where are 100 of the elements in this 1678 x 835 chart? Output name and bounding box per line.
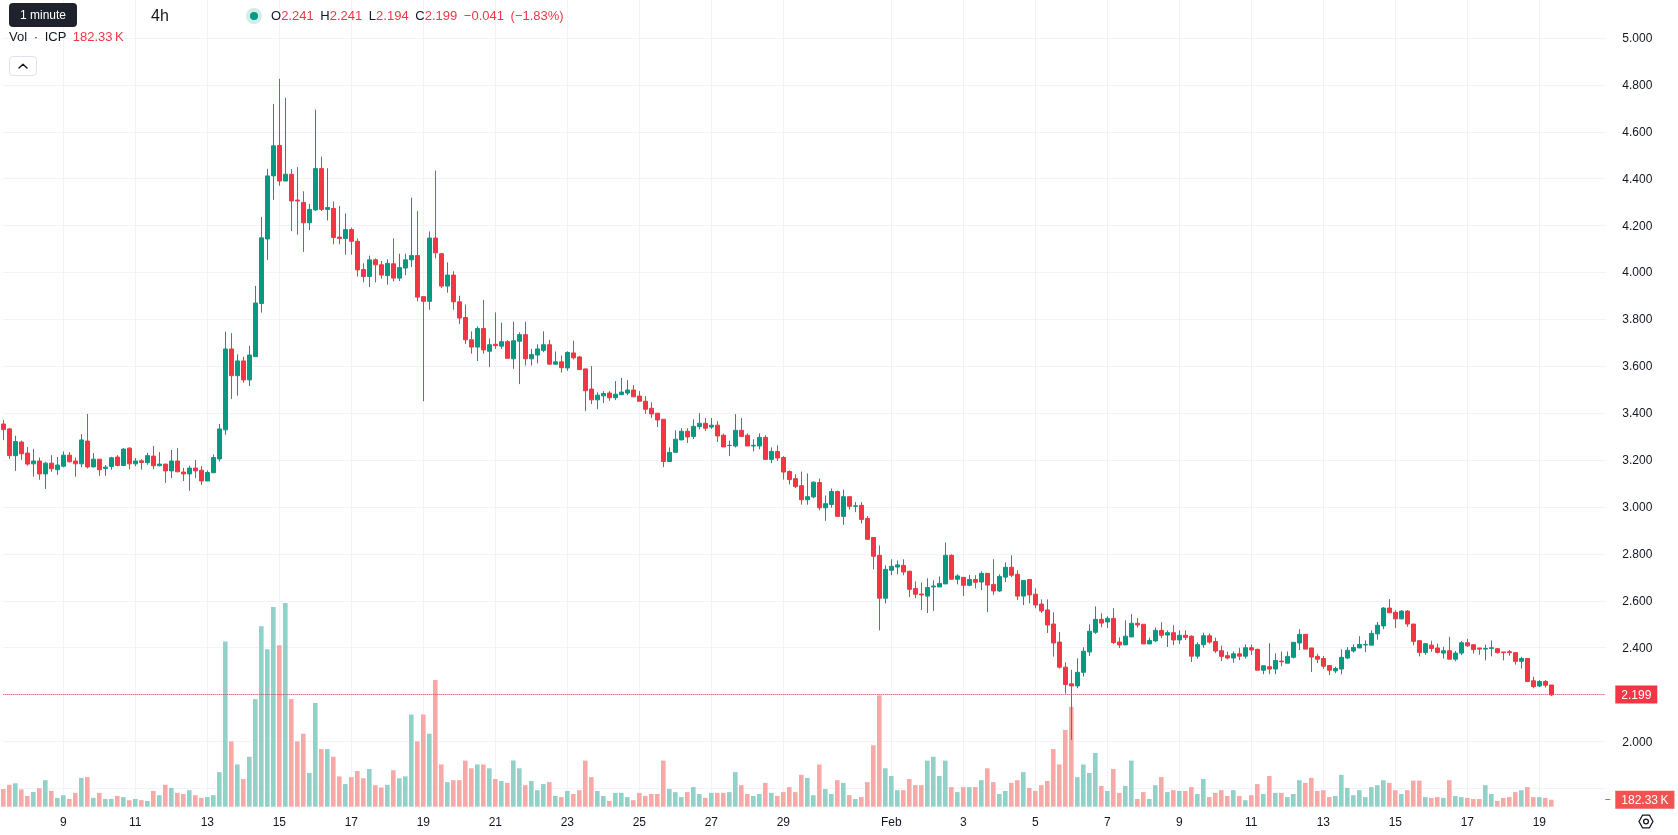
bar: [1273, 792, 1278, 807]
candlestick: [1237, 647, 1242, 661]
candlestick: [115, 454, 120, 467]
candlestick: [91, 452, 96, 468]
candlestick: [1267, 642, 1272, 675]
bar: [385, 784, 390, 807]
text: O2.241 H2.241 L2.194 C2.199 −0.041 (−1.83%): [271, 8, 564, 23]
y-tick-label: 4.000: [1622, 265, 1653, 280]
x-tick-label: 15: [1388, 814, 1403, 829]
x-tick-label: 27: [704, 814, 719, 829]
candlestick: [835, 490, 840, 517]
candlestick: [559, 355, 564, 374]
bar: [1267, 775, 1272, 807]
bar: [1537, 797, 1542, 807]
candlestick: [43, 461, 48, 490]
bar: [325, 749, 330, 807]
candlestick: [85, 413, 90, 470]
candlestick: [151, 445, 156, 470]
candlestick: [427, 230, 432, 311]
candlestick: [763, 434, 768, 460]
bar: [523, 785, 528, 807]
bar: [49, 790, 54, 807]
bar: [817, 764, 822, 807]
candlestick: [169, 449, 174, 479]
candlestick: [1021, 579, 1026, 606]
candlestick: [1171, 624, 1176, 646]
candlestick: [493, 311, 498, 350]
candlestick: [475, 325, 480, 362]
x-tick-label: 5: [1031, 814, 1039, 829]
ref-line-label: 2.199: [1621, 687, 1652, 702]
bar: [163, 784, 168, 807]
y-tick-label: 3.600: [1622, 359, 1653, 374]
candlestick: [1423, 642, 1428, 656]
candlestick: [283, 97, 288, 182]
candlestick: [319, 156, 324, 212]
bar: [37, 788, 42, 807]
bar: [91, 797, 96, 807]
bar: [145, 800, 150, 807]
candlestick: [391, 237, 396, 282]
x-tick-label: 11: [129, 814, 142, 829]
bar: [847, 795, 852, 807]
candlestick: [1231, 650, 1236, 664]
bar: [949, 787, 954, 807]
candlestick: [1399, 609, 1404, 620]
candlestick: [703, 417, 708, 432]
bar: [319, 749, 324, 807]
bar: [961, 787, 966, 807]
y-tick-label: 3.000: [1622, 500, 1653, 514]
candlestick: [31, 448, 36, 478]
candlestick: [49, 454, 54, 473]
candlestick: [1279, 650, 1284, 667]
x-tick-label: Feb: [880, 814, 902, 829]
bar: [1237, 795, 1242, 807]
bar: [133, 799, 138, 807]
candlestick: [301, 190, 306, 253]
bar: [115, 795, 120, 807]
candlestick: [325, 167, 330, 221]
bar: [1423, 797, 1428, 807]
bar: [235, 764, 240, 807]
bar: [97, 792, 102, 807]
candlestick: [709, 417, 714, 430]
candlestick: [229, 332, 234, 400]
candlestick: [157, 451, 162, 467]
bar: [685, 792, 690, 807]
candlestick: [1099, 612, 1104, 628]
bar: [841, 782, 846, 807]
y-tick-label: 3.400: [1622, 406, 1653, 421]
y-tick-label: 4.200: [1622, 218, 1653, 233]
candlestick: [97, 458, 102, 477]
bar: [493, 779, 498, 807]
bar: [853, 799, 858, 807]
bar: [547, 782, 552, 807]
bar: [1279, 792, 1284, 807]
bar: [427, 733, 432, 807]
candlestick: [343, 212, 348, 256]
y-tick-label: 5.000: [1622, 30, 1653, 45]
bar: [1447, 780, 1452, 807]
candlestick: [187, 465, 192, 492]
candlestick: [547, 339, 552, 365]
bar: [445, 782, 450, 807]
x-tick-label: 23: [560, 814, 575, 829]
candlestick: [79, 433, 84, 468]
x-tick-label: 29: [776, 814, 791, 829]
candlestick: [37, 457, 42, 481]
candlestick: [13, 435, 18, 472]
bar: [1441, 797, 1446, 807]
candlestick: [499, 322, 504, 350]
bar: [151, 790, 156, 807]
x-tick-label: 9: [59, 814, 67, 829]
y-tick-label: 2.600: [1622, 593, 1653, 608]
bar: [139, 800, 144, 807]
candlestick: [1261, 665, 1266, 675]
y-tick-label: 4.800: [1622, 77, 1653, 92]
x-tick-label: 19: [1532, 814, 1547, 829]
candlestick: [1165, 629, 1170, 648]
candlestick: [439, 252, 444, 289]
chart-title: 4h: [151, 6, 169, 26]
candlestick: [769, 446, 774, 464]
bar: [367, 769, 372, 807]
bar: [1099, 785, 1104, 807]
